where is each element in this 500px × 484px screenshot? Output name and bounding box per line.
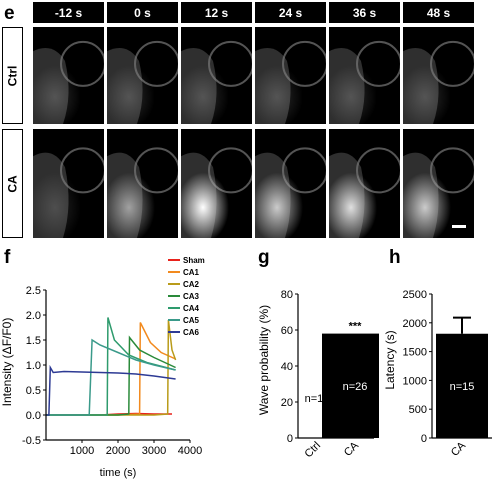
g-bar-ca bbox=[322, 333, 379, 438]
f-ytick-label: 1.0 bbox=[26, 360, 41, 372]
f-xtick-label: 3000 bbox=[142, 445, 166, 457]
f-xtick-label: 2000 bbox=[106, 445, 130, 457]
legend-label-ca5: CA5 bbox=[183, 316, 200, 325]
row-label-ctrl: Ctrl bbox=[2, 27, 23, 124]
f-ytick-label: 0.5 bbox=[26, 385, 41, 397]
row-label-ctrl-text: Ctrl bbox=[5, 65, 20, 86]
legend-label-ca4: CA4 bbox=[183, 304, 200, 313]
row-label-ca: CA bbox=[2, 129, 23, 238]
timepoint-header-5: 36 s bbox=[329, 2, 400, 23]
legend-label-ca3: CA3 bbox=[183, 292, 200, 301]
panel-label-g: g bbox=[258, 247, 270, 268]
f-series-line-ca6 bbox=[46, 364, 176, 416]
micrograph-ctrl-4 bbox=[255, 27, 326, 124]
g-ytick-label: 80 bbox=[281, 289, 293, 301]
micrograph-ctrl-6 bbox=[403, 27, 474, 124]
micrograph-ca-1 bbox=[33, 129, 104, 238]
panel-label-h: h bbox=[389, 247, 401, 268]
g-ytick-label: 60 bbox=[281, 325, 293, 337]
h-bar-ca bbox=[436, 333, 488, 438]
f-ytick-label: 2.0 bbox=[26, 310, 41, 322]
intensity-line-chart: -0.5 0.0 0.5 1.0 1.5 2.0 2.5 1000 2000 3000 4000 S… bbox=[0, 256, 205, 479]
f-xtick-label: 1000 bbox=[70, 445, 94, 457]
f-series-line-ca1 bbox=[46, 322, 176, 416]
f-ytick-label: 1.5 bbox=[26, 335, 41, 347]
h-ytick-label: 1500 bbox=[403, 347, 427, 359]
h-ytick-label: 1000 bbox=[403, 375, 427, 387]
legend-label-ca6: CA6 bbox=[183, 328, 200, 337]
micrograph-ctrl-2 bbox=[107, 27, 178, 124]
legend-label-sham: Sham bbox=[183, 256, 205, 265]
timepoint-header-2: 0 s bbox=[107, 2, 178, 23]
g-category-label: Ctrl bbox=[303, 440, 324, 461]
latency-bar-chart: 0 500 1000 1500 2000 2500 n=15 CA Latency (s) bbox=[383, 289, 492, 459]
panel-label-e: e bbox=[4, 3, 15, 24]
g-category-label: CA bbox=[342, 439, 362, 459]
g-ylabel: Wave probability (%) bbox=[257, 305, 271, 415]
h-ytick-label: 500 bbox=[409, 404, 427, 416]
f-ytick-label: 0.0 bbox=[26, 410, 41, 422]
micrograph-ca-6 bbox=[403, 129, 474, 238]
micrograph-ctrl-1 bbox=[33, 27, 104, 124]
g-bar-n-label: n=26 bbox=[343, 381, 368, 393]
legend-label-ca1: CA1 bbox=[183, 268, 200, 277]
f-xtick-label: 4000 bbox=[178, 445, 202, 457]
panel-label-f: f bbox=[4, 247, 11, 268]
legend-label-ca2: CA2 bbox=[183, 280, 200, 289]
micrograph-ca-5 bbox=[329, 129, 400, 238]
h-category-label: CA bbox=[449, 439, 469, 459]
g-significance-mark: *** bbox=[349, 321, 363, 333]
row-label-ca-text: CA bbox=[5, 174, 20, 193]
micrograph-ctrl-3 bbox=[181, 27, 252, 124]
micrograph-ca-4 bbox=[255, 129, 326, 238]
g-ytick-label: 0 bbox=[287, 433, 293, 445]
timepoint-header-4: 24 s bbox=[255, 2, 326, 23]
h-ylabel: Latency (s) bbox=[383, 330, 397, 389]
h-ytick-label: 2000 bbox=[403, 318, 427, 330]
micrograph-ca-3 bbox=[181, 129, 252, 238]
g-ytick-label: 40 bbox=[281, 361, 293, 373]
f-series-line-ca2 bbox=[46, 319, 177, 416]
f-ytick-label: 2.5 bbox=[26, 285, 41, 297]
micrograph-ca-2 bbox=[107, 129, 178, 238]
scale-bar bbox=[452, 225, 466, 228]
f-series-line-ca5 bbox=[46, 338, 176, 416]
micrograph-ctrl-5 bbox=[329, 27, 400, 124]
f-ylabel: Intensity (ΔF/F0) bbox=[0, 318, 14, 407]
timepoint-header-3: 12 s bbox=[181, 2, 252, 23]
timepoint-header-1: -12 s bbox=[33, 2, 104, 23]
h-ytick-label: 2500 bbox=[403, 289, 427, 301]
f-xlabel: time (s) bbox=[100, 467, 137, 479]
h-bar-n-label: n=15 bbox=[450, 381, 475, 393]
g-ytick-label: 20 bbox=[281, 397, 293, 409]
h-ytick-label: 0 bbox=[421, 433, 427, 445]
timepoint-header-6: 48 s bbox=[403, 2, 474, 23]
f-ytick-label: -0.5 bbox=[22, 435, 41, 447]
